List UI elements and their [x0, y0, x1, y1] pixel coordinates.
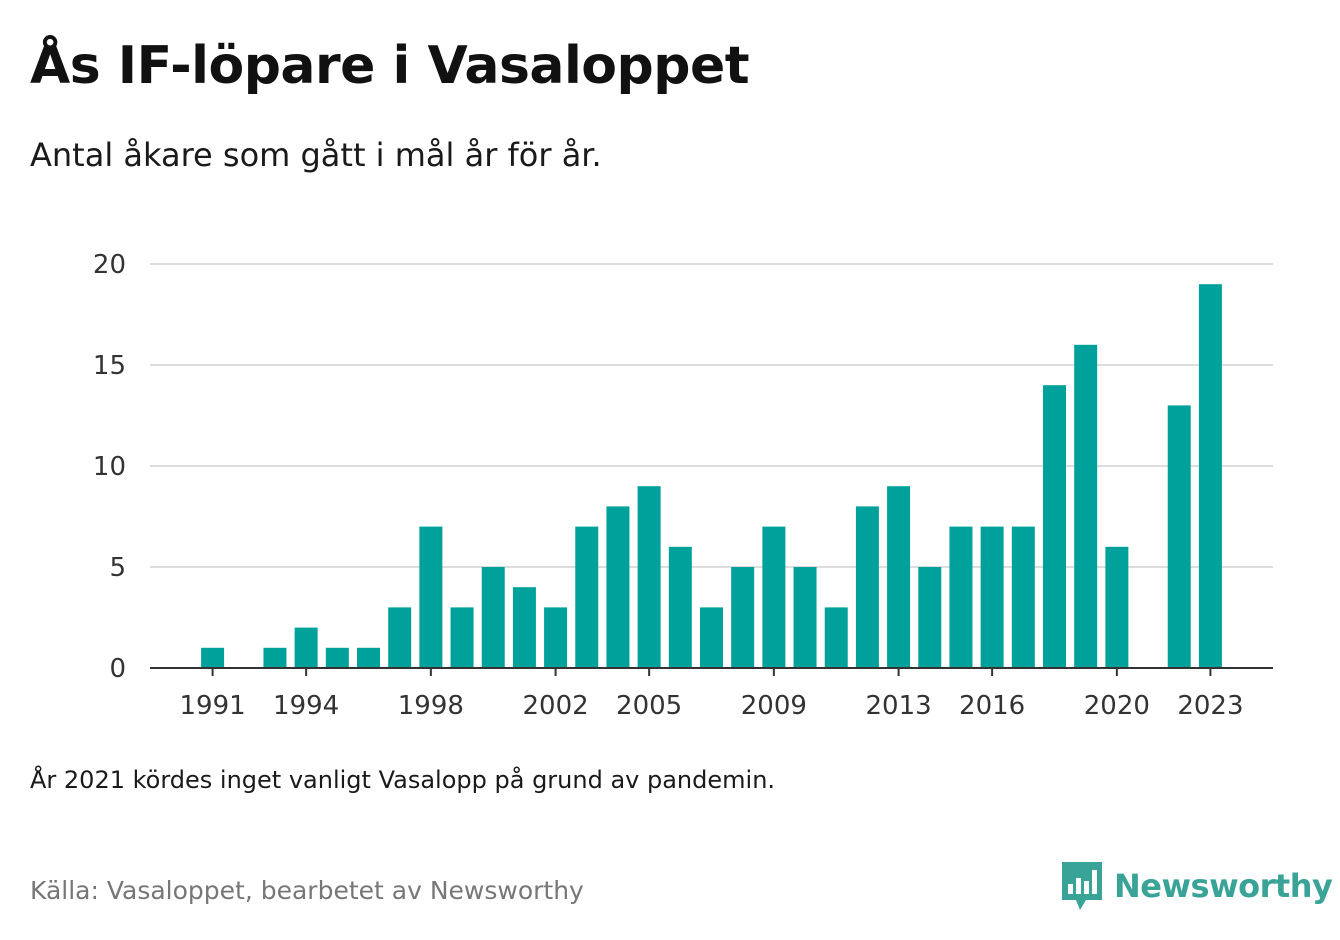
bar-1996 [357, 647, 380, 668]
bar-2007 [700, 607, 723, 668]
x-tick-label: 1991 [180, 691, 246, 721]
bar-2014 [918, 567, 942, 668]
x-tick-label: 2002 [523, 691, 589, 721]
bar-2006 [668, 546, 692, 668]
newsworthy-logo: Newsworthy [1062, 862, 1333, 910]
bar-2023 [1198, 284, 1222, 668]
bar-2015 [949, 526, 973, 668]
y-tick-label: 20 [93, 250, 126, 280]
x-tick-label: 2005 [616, 691, 682, 721]
y-tick-label: 0 [109, 654, 126, 684]
bar-2000 [481, 567, 505, 668]
x-tick-label: 2013 [866, 691, 932, 721]
bar-2020 [1105, 546, 1129, 668]
bar-1998 [419, 526, 443, 668]
y-tick-label: 10 [93, 452, 126, 482]
bar-1993 [263, 647, 287, 668]
bar-1994 [294, 627, 318, 668]
bar-2011 [824, 607, 848, 668]
x-tick-label: 2020 [1084, 691, 1150, 721]
logo-wordmark: Newsworthy [1114, 867, 1333, 905]
bar-1999 [450, 607, 474, 668]
footnote: År 2021 kördes inget vanligt Vasalopp på… [30, 766, 776, 794]
bar-2013 [887, 486, 911, 668]
bar-2019 [1074, 344, 1098, 668]
bar-2018 [1043, 385, 1066, 668]
y-tick-label: 5 [109, 553, 126, 583]
bar-2016 [980, 526, 1004, 668]
bar-1995 [325, 647, 349, 668]
bar-2008 [731, 567, 755, 668]
bar-1997 [388, 607, 412, 668]
x-tick-label: 1994 [273, 691, 339, 721]
chart-title: Ås IF-löpare i Vasaloppet [30, 36, 750, 96]
source-credit: Källa: Vasaloppet, bearbetet av Newswort… [30, 876, 584, 905]
bar-2002 [544, 607, 568, 668]
bar-1991 [201, 647, 225, 668]
x-tick-label: 2016 [959, 691, 1025, 721]
bar-2004 [606, 506, 630, 668]
x-tick-label: 1998 [398, 691, 464, 721]
y-tick-label: 15 [93, 351, 126, 381]
bar-2017 [1011, 526, 1035, 668]
bar-2010 [793, 567, 817, 668]
bar-chart: 0 5 10 15 20 1991 1994 1998 2002 2005 2009 2013 2016… [93, 250, 1273, 721]
x-tick-label: 2023 [1177, 691, 1243, 721]
bar-2012 [855, 506, 879, 668]
x-tick-label: 2009 [741, 691, 807, 721]
bar-2003 [575, 526, 599, 668]
bar-2022 [1167, 405, 1191, 668]
chart-subtitle: Antal åkare som gått i mål år för år. [30, 136, 602, 174]
newsworthy-bar-chart-icon [1062, 862, 1102, 910]
bar-2005 [637, 486, 661, 668]
bar-2001 [512, 587, 536, 668]
bar-2009 [762, 526, 786, 668]
